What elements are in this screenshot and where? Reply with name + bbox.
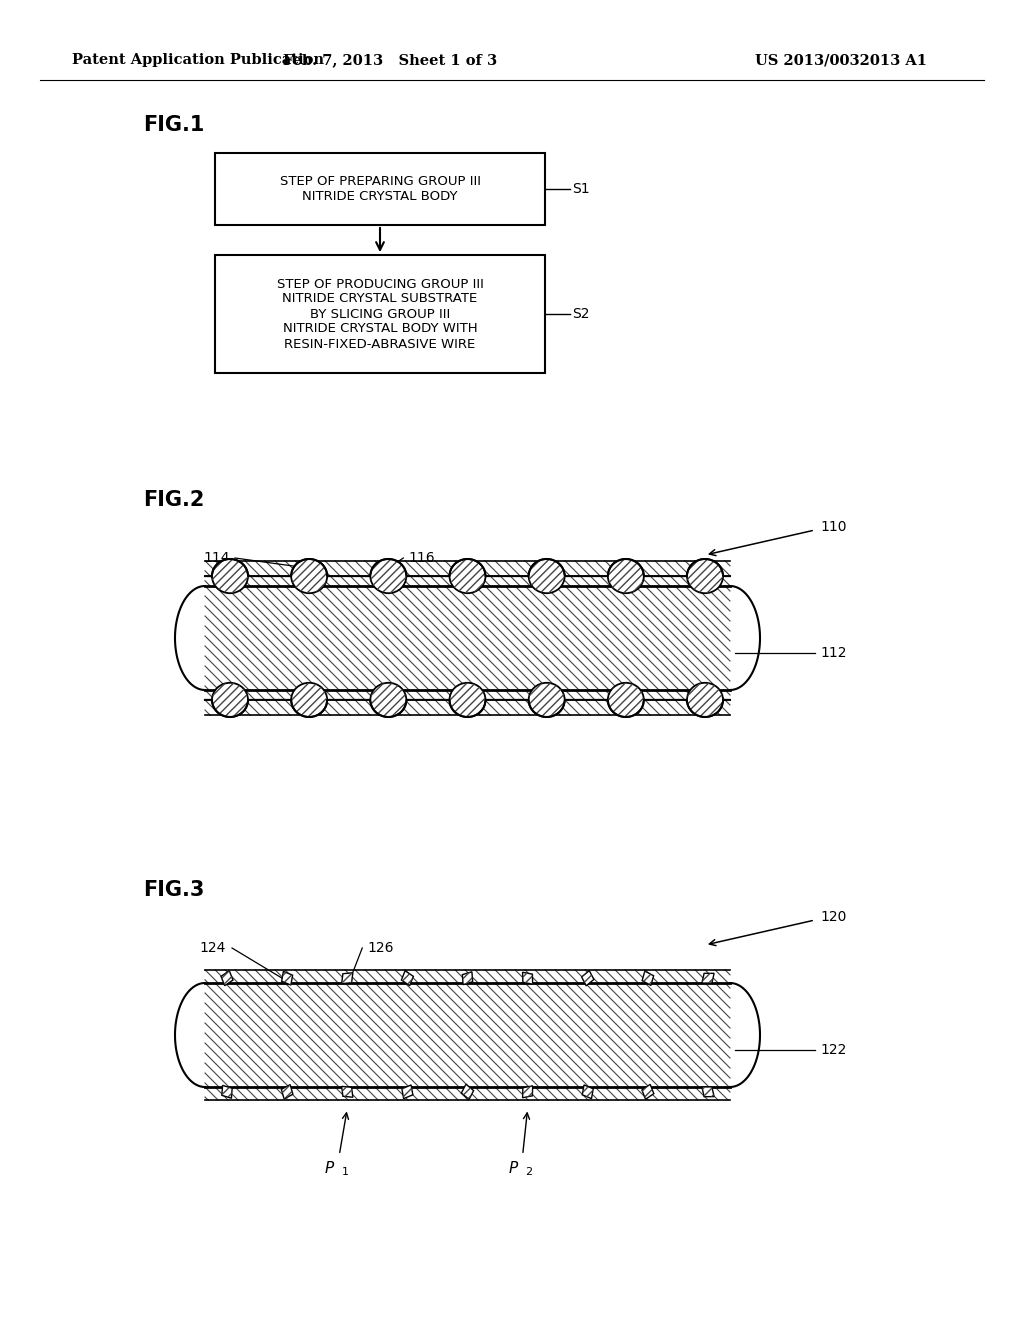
Polygon shape — [522, 973, 532, 985]
Polygon shape — [342, 1086, 353, 1097]
Ellipse shape — [608, 682, 644, 717]
Text: US 2013/0032013 A1: US 2013/0032013 A1 — [755, 53, 927, 67]
Text: 124: 124 — [199, 941, 225, 954]
Text: 120: 120 — [820, 909, 847, 924]
Text: P: P — [325, 1162, 334, 1176]
Polygon shape — [701, 973, 714, 983]
Polygon shape — [222, 1085, 232, 1098]
Polygon shape — [583, 1085, 593, 1098]
Polygon shape — [642, 972, 653, 986]
Text: FIG.3: FIG.3 — [143, 880, 205, 900]
Text: STEP OF PREPARING GROUP III
NITRIDE CRYSTAL BODY: STEP OF PREPARING GROUP III NITRIDE CRYS… — [280, 176, 480, 203]
Polygon shape — [701, 1086, 714, 1097]
Ellipse shape — [212, 682, 248, 717]
Ellipse shape — [291, 682, 327, 717]
Text: P: P — [508, 1162, 517, 1176]
Ellipse shape — [212, 558, 248, 593]
Text: 126: 126 — [368, 941, 394, 954]
Ellipse shape — [450, 682, 485, 717]
Ellipse shape — [450, 558, 485, 593]
Polygon shape — [282, 972, 293, 985]
Text: S2: S2 — [572, 308, 590, 321]
Polygon shape — [642, 1084, 654, 1100]
Text: FIG.2: FIG.2 — [143, 490, 205, 510]
Bar — [215, 153, 545, 224]
Bar — [205, 586, 730, 690]
Polygon shape — [401, 970, 414, 986]
Polygon shape — [401, 1085, 413, 1098]
Polygon shape — [522, 1086, 532, 1098]
Polygon shape — [463, 972, 473, 985]
Text: 114: 114 — [203, 550, 229, 565]
Text: S1: S1 — [572, 182, 590, 195]
Ellipse shape — [371, 682, 407, 717]
Bar — [215, 255, 545, 374]
Text: 1: 1 — [342, 1167, 349, 1177]
Text: FIG.1: FIG.1 — [143, 115, 205, 135]
Polygon shape — [221, 970, 233, 986]
Text: 112: 112 — [820, 645, 847, 660]
Text: STEP OF PRODUCING GROUP III
NITRIDE CRYSTAL SUBSTRATE
BY SLICING GROUP III
NITRI: STEP OF PRODUCING GROUP III NITRIDE CRYS… — [276, 277, 483, 351]
Polygon shape — [342, 973, 353, 983]
Ellipse shape — [291, 558, 327, 593]
Ellipse shape — [687, 682, 723, 717]
Ellipse shape — [371, 558, 407, 593]
Polygon shape — [582, 970, 594, 986]
Polygon shape — [282, 1085, 293, 1100]
Text: Feb. 7, 2013   Sheet 1 of 3: Feb. 7, 2013 Sheet 1 of 3 — [283, 53, 497, 67]
Text: 2: 2 — [525, 1167, 532, 1177]
Text: 110: 110 — [820, 520, 847, 535]
Text: Patent Application Publication: Patent Application Publication — [72, 53, 324, 67]
Ellipse shape — [608, 558, 644, 593]
Text: 122: 122 — [820, 1043, 847, 1057]
Polygon shape — [462, 1084, 474, 1100]
Ellipse shape — [528, 558, 564, 593]
Text: 116: 116 — [409, 550, 435, 565]
Ellipse shape — [687, 558, 723, 593]
Ellipse shape — [528, 682, 564, 717]
